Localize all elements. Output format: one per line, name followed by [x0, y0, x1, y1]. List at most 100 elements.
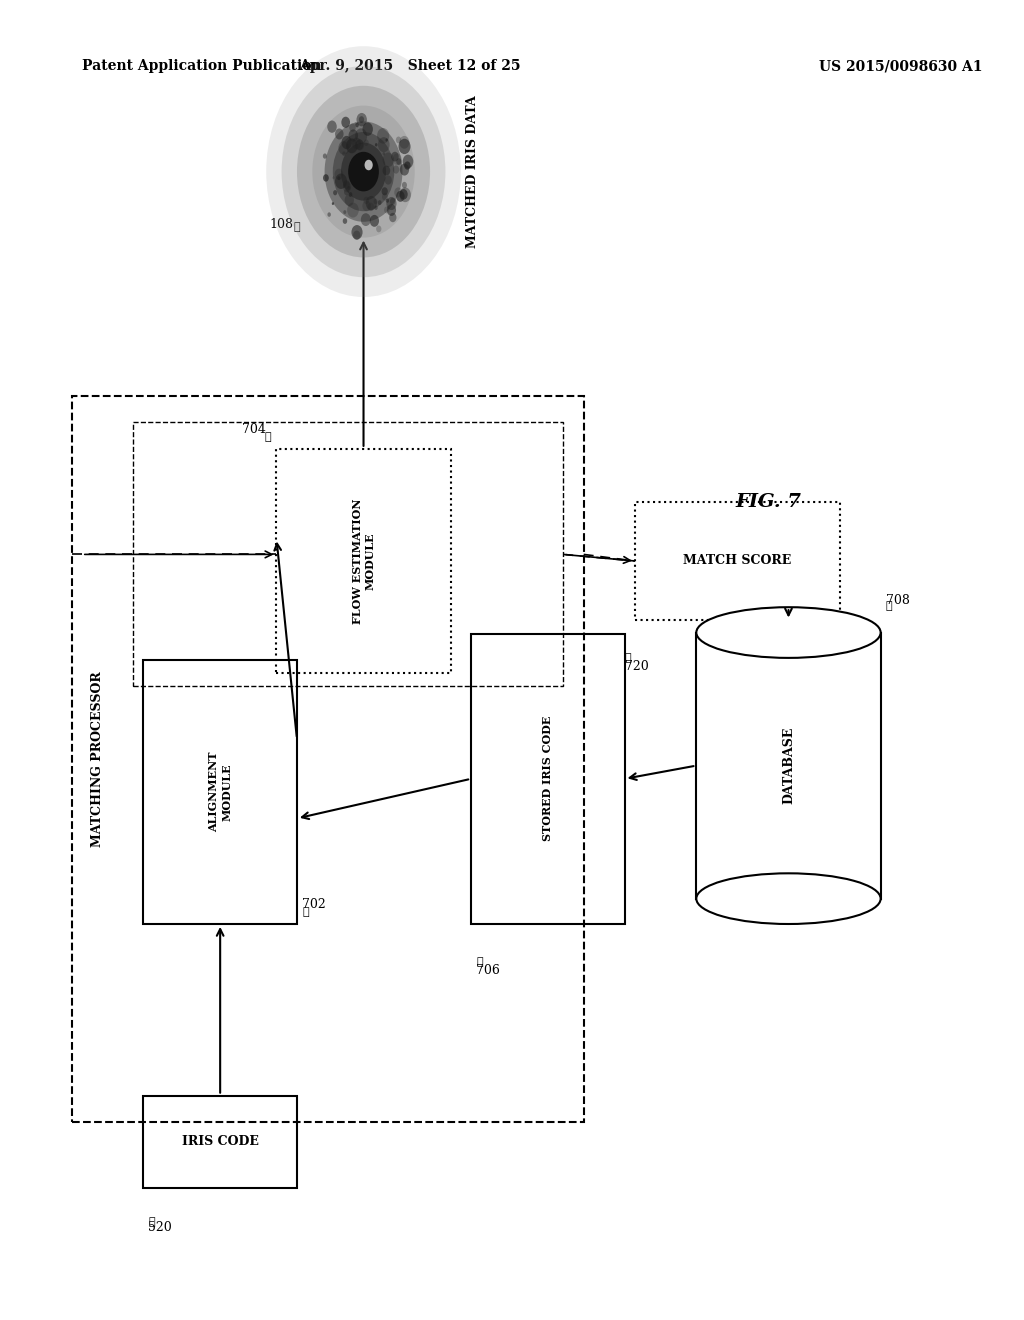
Circle shape	[374, 199, 378, 205]
Text: Patent Application Publication: Patent Application Publication	[82, 59, 322, 74]
Circle shape	[333, 132, 394, 211]
Circle shape	[387, 205, 396, 216]
Circle shape	[354, 121, 356, 125]
Circle shape	[347, 202, 358, 218]
Circle shape	[383, 152, 385, 156]
Circle shape	[342, 152, 346, 156]
Ellipse shape	[696, 607, 881, 657]
Text: ⌣: ⌣	[148, 1217, 155, 1228]
Text: MATCH SCORE: MATCH SCORE	[683, 554, 792, 568]
Bar	[696, 632, 881, 899]
Text: STORED IRIS CODE: STORED IRIS CODE	[543, 717, 553, 841]
Circle shape	[358, 116, 365, 123]
Circle shape	[383, 165, 390, 176]
Circle shape	[399, 164, 410, 176]
Circle shape	[355, 140, 365, 150]
Circle shape	[366, 195, 377, 210]
Text: MATCHED IRIS DATA: MATCHED IRIS DATA	[466, 95, 479, 248]
Circle shape	[365, 160, 373, 170]
Circle shape	[328, 120, 337, 133]
Circle shape	[341, 143, 386, 201]
Text: 720: 720	[625, 660, 648, 673]
Text: ⌣: ⌣	[302, 907, 308, 917]
Circle shape	[402, 154, 414, 169]
Text: US 2015/0098630 A1: US 2015/0098630 A1	[819, 59, 983, 74]
Circle shape	[368, 203, 374, 211]
Circle shape	[396, 158, 401, 165]
Circle shape	[335, 173, 347, 189]
Circle shape	[399, 136, 410, 149]
Circle shape	[345, 194, 354, 206]
Text: 708: 708	[886, 594, 909, 607]
Circle shape	[343, 218, 347, 224]
Circle shape	[360, 214, 371, 226]
Circle shape	[338, 141, 349, 154]
Text: FLOW ESTIMATION
MODULE: FLOW ESTIMATION MODULE	[351, 498, 376, 624]
Circle shape	[375, 206, 378, 210]
Circle shape	[325, 121, 402, 222]
Circle shape	[323, 174, 329, 182]
Text: FIG. 7: FIG. 7	[735, 492, 801, 511]
Circle shape	[333, 176, 335, 180]
Circle shape	[385, 176, 392, 185]
Circle shape	[378, 201, 382, 205]
Circle shape	[386, 197, 396, 210]
Circle shape	[383, 153, 394, 168]
Circle shape	[353, 231, 360, 240]
Circle shape	[266, 46, 461, 297]
Circle shape	[382, 193, 388, 201]
Text: 704: 704	[243, 422, 266, 436]
Circle shape	[355, 128, 368, 144]
Circle shape	[332, 202, 334, 205]
Circle shape	[370, 215, 379, 227]
Circle shape	[362, 201, 371, 211]
Circle shape	[394, 187, 402, 198]
Circle shape	[328, 213, 331, 216]
Circle shape	[401, 182, 407, 189]
Circle shape	[393, 165, 399, 174]
Circle shape	[348, 129, 358, 141]
Circle shape	[391, 152, 398, 161]
Circle shape	[378, 137, 389, 152]
Circle shape	[335, 169, 343, 180]
Circle shape	[343, 181, 350, 189]
Circle shape	[341, 136, 352, 149]
Circle shape	[384, 206, 389, 214]
Circle shape	[377, 128, 389, 144]
Circle shape	[398, 139, 411, 154]
Circle shape	[343, 210, 346, 214]
Circle shape	[386, 198, 389, 203]
Circle shape	[399, 189, 408, 199]
Circle shape	[399, 187, 411, 202]
Circle shape	[355, 140, 364, 150]
Text: DATABASE: DATABASE	[782, 727, 795, 804]
Text: ALIGNMENT
MODULE: ALIGNMENT MODULE	[208, 752, 232, 832]
Circle shape	[389, 213, 396, 222]
Text: ⌣: ⌣	[886, 601, 892, 611]
Text: Apr. 9, 2015   Sheet 12 of 25: Apr. 9, 2015 Sheet 12 of 25	[299, 59, 520, 74]
Circle shape	[382, 187, 388, 195]
Circle shape	[282, 66, 445, 277]
Text: 520: 520	[148, 1221, 172, 1234]
Circle shape	[385, 139, 388, 141]
Circle shape	[341, 116, 350, 128]
Circle shape	[392, 153, 401, 165]
Circle shape	[349, 123, 355, 132]
Circle shape	[312, 106, 415, 238]
Text: IRIS CODE: IRIS CODE	[181, 1135, 259, 1148]
Circle shape	[355, 123, 358, 127]
Circle shape	[348, 193, 352, 197]
Circle shape	[333, 190, 337, 195]
Circle shape	[390, 198, 395, 205]
Circle shape	[337, 177, 340, 180]
Text: ⌣: ⌣	[625, 653, 631, 664]
Circle shape	[348, 152, 379, 191]
Circle shape	[376, 226, 381, 232]
Circle shape	[362, 123, 373, 136]
Circle shape	[352, 137, 360, 149]
Text: ⌣: ⌣	[294, 222, 300, 232]
Circle shape	[325, 121, 402, 222]
Circle shape	[343, 182, 351, 193]
Circle shape	[396, 136, 401, 144]
Text: 108: 108	[269, 218, 294, 231]
